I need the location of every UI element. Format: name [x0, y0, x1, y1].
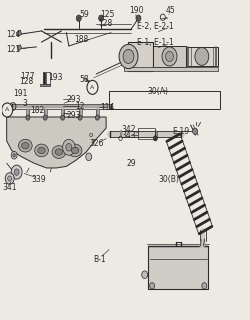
- Circle shape: [87, 80, 98, 94]
- Text: 343: 343: [121, 131, 135, 140]
- Polygon shape: [7, 117, 106, 168]
- Text: 59: 59: [78, 10, 88, 19]
- Text: o: o: [89, 132, 93, 138]
- Text: 3: 3: [23, 99, 28, 108]
- Text: 45: 45: [165, 6, 175, 15]
- Text: 124: 124: [6, 30, 20, 39]
- Circle shape: [149, 283, 154, 289]
- Circle shape: [26, 115, 30, 120]
- Polygon shape: [123, 67, 217, 71]
- Circle shape: [95, 115, 99, 120]
- Text: E-2, E-2-1: E-2, E-2-1: [137, 22, 173, 31]
- Circle shape: [153, 136, 157, 141]
- Circle shape: [43, 115, 47, 120]
- Circle shape: [201, 283, 206, 289]
- Circle shape: [8, 176, 12, 181]
- Circle shape: [162, 47, 176, 66]
- Ellipse shape: [22, 142, 29, 149]
- Circle shape: [78, 115, 82, 120]
- Ellipse shape: [38, 147, 45, 154]
- Text: o: o: [92, 138, 95, 143]
- Circle shape: [141, 271, 147, 278]
- Text: 125: 125: [100, 10, 114, 19]
- Text: E-19: E-19: [172, 127, 188, 136]
- Polygon shape: [16, 30, 21, 37]
- Circle shape: [66, 143, 71, 151]
- Circle shape: [165, 51, 173, 61]
- Circle shape: [14, 169, 19, 175]
- Circle shape: [13, 154, 15, 157]
- Text: 12: 12: [75, 102, 85, 111]
- Text: 190: 190: [128, 6, 143, 15]
- Circle shape: [5, 173, 14, 184]
- Ellipse shape: [71, 147, 78, 154]
- Polygon shape: [128, 42, 153, 71]
- Text: 128: 128: [97, 19, 112, 28]
- Circle shape: [2, 103, 12, 117]
- Text: 182: 182: [30, 106, 45, 115]
- Circle shape: [11, 151, 17, 159]
- Ellipse shape: [18, 139, 32, 152]
- Text: 29: 29: [126, 159, 135, 168]
- Circle shape: [194, 48, 208, 65]
- Circle shape: [136, 15, 140, 21]
- Text: 188: 188: [74, 35, 88, 44]
- Text: 341: 341: [2, 183, 17, 192]
- Circle shape: [118, 44, 138, 68]
- Ellipse shape: [68, 144, 82, 157]
- Text: 30(A): 30(A): [147, 87, 168, 96]
- Text: 128: 128: [20, 77, 34, 86]
- Circle shape: [76, 15, 81, 21]
- Text: A: A: [5, 108, 9, 112]
- Circle shape: [86, 153, 91, 161]
- Text: 293: 293: [66, 111, 80, 120]
- Text: 342: 342: [121, 125, 135, 134]
- Text: 177: 177: [20, 72, 35, 81]
- Circle shape: [98, 15, 103, 21]
- Circle shape: [11, 165, 22, 179]
- Text: 326: 326: [89, 139, 104, 148]
- Text: 30(B): 30(B): [158, 175, 178, 184]
- Circle shape: [60, 115, 64, 120]
- Polygon shape: [46, 72, 50, 84]
- Polygon shape: [40, 84, 50, 86]
- Polygon shape: [148, 246, 207, 289]
- Text: B-1: B-1: [93, 255, 106, 264]
- Circle shape: [192, 128, 197, 134]
- Ellipse shape: [55, 149, 62, 155]
- Text: 191: 191: [13, 89, 28, 98]
- Text: 293: 293: [66, 95, 80, 104]
- Text: 114: 114: [100, 103, 114, 112]
- Text: E-1, E-1-1: E-1, E-1-1: [137, 38, 173, 47]
- Polygon shape: [42, 72, 45, 84]
- Polygon shape: [153, 46, 185, 67]
- Polygon shape: [17, 45, 21, 51]
- Text: A: A: [90, 85, 94, 90]
- Ellipse shape: [52, 146, 66, 158]
- Text: 121: 121: [6, 44, 20, 54]
- Circle shape: [62, 139, 75, 155]
- Ellipse shape: [34, 144, 48, 157]
- Text: 58: 58: [79, 75, 88, 84]
- Polygon shape: [185, 47, 217, 66]
- Circle shape: [122, 50, 134, 63]
- Text: 339: 339: [31, 175, 46, 184]
- Text: 193: 193: [48, 73, 62, 82]
